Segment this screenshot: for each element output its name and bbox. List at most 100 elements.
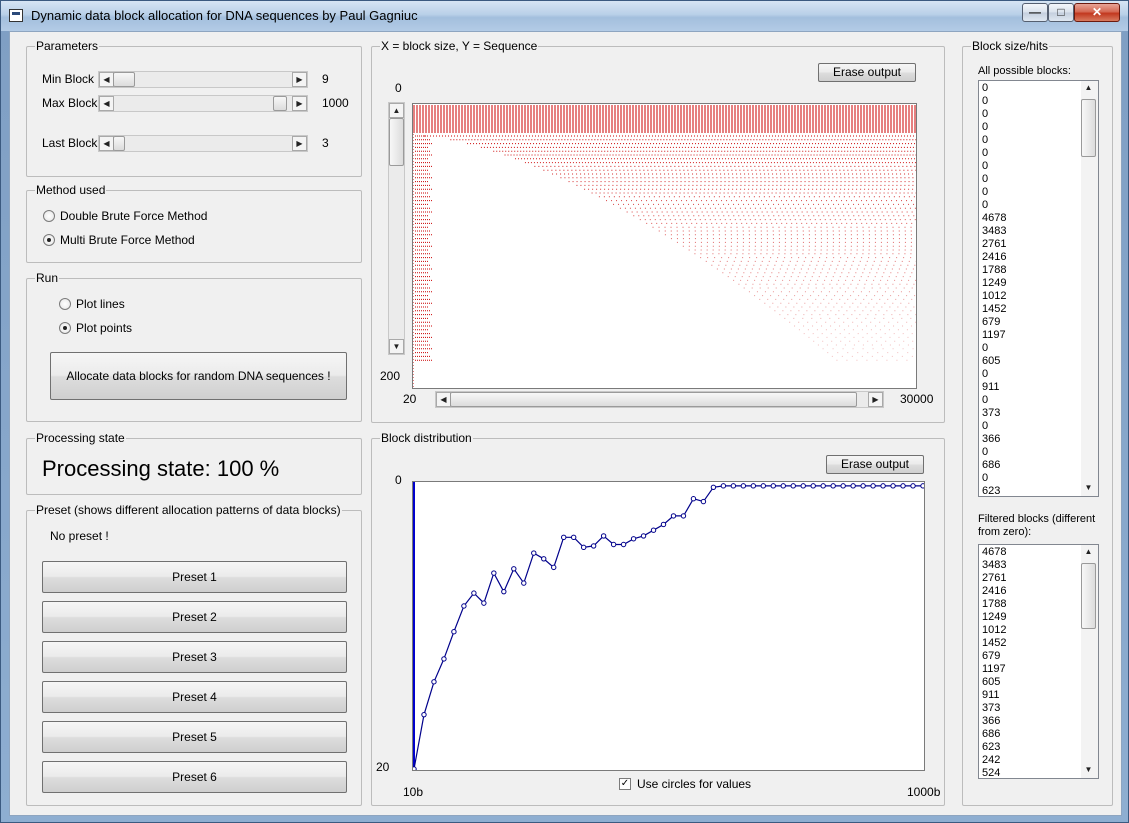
list-item[interactable]: 1452 [982, 303, 1007, 315]
list-item[interactable]: 605 [982, 676, 1001, 688]
list-item[interactable]: 4678 [982, 546, 1007, 558]
minimize-button[interactable]: — [1022, 3, 1048, 22]
list-item[interactable]: 3483 [982, 225, 1007, 237]
list-item[interactable]: 1012 [982, 624, 1007, 636]
list-item[interactable]: 3483 [982, 559, 1007, 571]
list-item[interactable]: 623 [982, 485, 1001, 497]
seq-hscroll-thumb[interactable] [450, 392, 857, 407]
preset-3-button[interactable]: Preset 3 [42, 641, 347, 673]
plot-lines-label[interactable]: Plot lines [76, 297, 125, 311]
list-item[interactable]: 0 [982, 420, 989, 432]
list-item[interactable]: 0 [982, 368, 989, 380]
scroll-up-icon[interactable]: ▲ [389, 103, 404, 118]
scroll-left-icon[interactable]: ◀ [99, 136, 114, 151]
list-item[interactable]: 1012 [982, 290, 1007, 302]
list-item[interactable]: 0 [982, 173, 989, 185]
list-item[interactable]: 0 [982, 160, 989, 172]
seq-vertical-scrollbar[interactable]: ▲ ▼ [388, 102, 405, 355]
seq-horizontal-scrollbar[interactable]: ◀ ▶ [435, 391, 884, 408]
scroll-down-icon[interactable]: ▼ [1081, 763, 1096, 778]
list-item[interactable]: 4678 [982, 212, 1007, 224]
radio-multi-brute-force[interactable] [43, 234, 55, 246]
list-item[interactable]: 0 [982, 134, 989, 146]
scroll-left-icon[interactable]: ◀ [99, 72, 114, 87]
list-item[interactable]: 524 [982, 767, 1001, 779]
allocate-button[interactable]: Allocate data blocks for random DNA sequ… [50, 352, 347, 400]
list-item[interactable]: 1249 [982, 611, 1007, 623]
list-item[interactable]: 679 [982, 316, 1001, 328]
list-item[interactable]: 0 [982, 108, 989, 120]
use-circles-label[interactable]: Use circles for values [637, 777, 752, 791]
distribution-plot-area[interactable] [411, 481, 926, 772]
preset-4-button[interactable]: Preset 4 [42, 681, 347, 713]
slider-thumb[interactable] [273, 96, 287, 111]
list-item[interactable]: 0 [982, 394, 989, 406]
min-block-slider[interactable]: ◀ ▶ [98, 71, 308, 88]
app-icon[interactable] [9, 9, 23, 22]
list-item[interactable]: 366 [982, 433, 1001, 445]
max-block-slider[interactable]: ◀ ▶ [98, 95, 308, 112]
scroll-down-icon[interactable]: ▼ [1081, 481, 1096, 496]
list-item[interactable]: 2416 [982, 585, 1007, 597]
sequence-plot-area[interactable] [412, 103, 917, 389]
list-item[interactable]: 686 [982, 728, 1001, 740]
double-brute-force-label[interactable]: Double Brute Force Method [60, 209, 208, 223]
list-item[interactable]: 0 [982, 95, 989, 107]
list-item[interactable]: 1249 [982, 277, 1007, 289]
scroll-left-icon[interactable]: ◀ [436, 392, 451, 407]
title-bar[interactable]: Dynamic data block allocation for DNA se… [1, 1, 1128, 31]
slider-thumb[interactable] [113, 72, 135, 87]
list-item[interactable]: 2761 [982, 238, 1007, 250]
list-item[interactable]: 0 [982, 147, 989, 159]
use-circles-checkbox[interactable]: ✓ [619, 778, 631, 790]
all-blocks-scrollbar[interactable]: ▲ ▼ [1081, 81, 1098, 496]
plot-points-label[interactable]: Plot points [76, 321, 133, 335]
list-item[interactable]: 1197 [982, 663, 1006, 675]
scroll-right-icon[interactable]: ▶ [868, 392, 883, 407]
list-item[interactable]: 1452 [982, 637, 1007, 649]
list-item[interactable]: 0 [982, 472, 989, 484]
slider-thumb[interactable] [113, 136, 125, 151]
list-item[interactable]: 0 [982, 342, 989, 354]
list-item[interactable]: 0 [982, 121, 989, 133]
scroll-right-icon[interactable]: ▶ [292, 72, 307, 87]
list-item[interactable]: 0 [982, 199, 989, 211]
filtered-blocks-scroll-thumb[interactable] [1081, 563, 1096, 629]
scroll-right-icon[interactable]: ▶ [292, 96, 307, 111]
radio-plot-points[interactable] [59, 322, 71, 334]
last-block-slider[interactable]: ◀ ▶ [98, 135, 308, 152]
erase-output-button-top[interactable]: Erase output [818, 63, 916, 82]
list-item[interactable]: 0 [982, 186, 989, 198]
list-item[interactable]: 0 [982, 446, 989, 458]
list-item[interactable]: 2761 [982, 572, 1007, 584]
all-blocks-list[interactable]: 0 0 0 0 0 0 0 0 0 0 4678 3483 2761 2416 1788 1249 1012 14… [978, 80, 1099, 497]
list-item[interactable]: 605 [982, 355, 1001, 367]
list-item[interactable]: 1788 [982, 264, 1007, 276]
preset-5-button[interactable]: Preset 5 [42, 721, 347, 753]
list-item[interactable]: 1788 [982, 598, 1007, 610]
multi-brute-force-label[interactable]: Multi Brute Force Method [60, 233, 195, 247]
close-button[interactable]: ✕ [1074, 3, 1120, 22]
radio-double-brute-force[interactable] [43, 210, 55, 222]
list-item[interactable]: 623 [982, 741, 1001, 753]
list-item[interactable]: 2416 [982, 251, 1007, 263]
scroll-up-icon[interactable]: ▲ [1081, 81, 1096, 96]
scroll-down-icon[interactable]: ▼ [389, 339, 404, 354]
list-item[interactable]: 911 [982, 381, 1000, 393]
list-item[interactable]: 0 [982, 82, 989, 94]
list-item[interactable]: 242 [982, 754, 1001, 766]
scroll-up-icon[interactable]: ▲ [1081, 545, 1096, 560]
list-item[interactable]: 373 [982, 407, 1001, 419]
list-item[interactable]: 373 [982, 702, 1001, 714]
all-blocks-scroll-thumb[interactable] [1081, 99, 1096, 157]
erase-output-button-bottom[interactable]: Erase output [826, 455, 924, 474]
preset-6-button[interactable]: Preset 6 [42, 761, 347, 793]
list-item[interactable]: 911 [982, 689, 1000, 701]
filtered-blocks-scrollbar[interactable]: ▲ ▼ [1081, 545, 1098, 778]
scroll-left-icon[interactable]: ◀ [99, 96, 114, 111]
radio-plot-lines[interactable] [59, 298, 71, 310]
list-item[interactable]: 679 [982, 650, 1001, 662]
preset-2-button[interactable]: Preset 2 [42, 601, 347, 633]
seq-vscroll-thumb[interactable] [389, 118, 404, 166]
list-item[interactable]: 1197 [982, 329, 1006, 341]
